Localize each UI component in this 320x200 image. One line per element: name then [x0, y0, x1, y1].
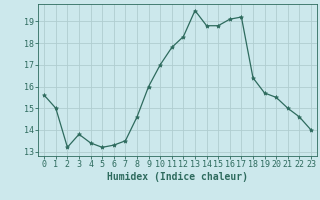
- X-axis label: Humidex (Indice chaleur): Humidex (Indice chaleur): [107, 172, 248, 182]
